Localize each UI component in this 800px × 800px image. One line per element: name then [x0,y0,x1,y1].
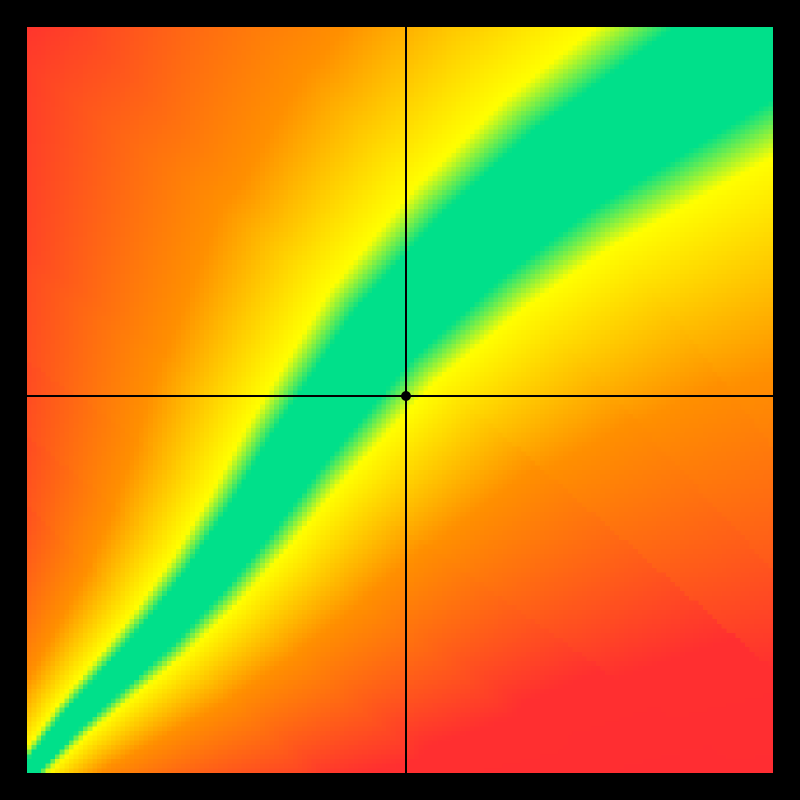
chart-container: TheBottleneck.com [0,0,800,800]
bottleneck-heatmap [27,27,773,773]
watermark-text: TheBottleneck.com [552,2,773,30]
